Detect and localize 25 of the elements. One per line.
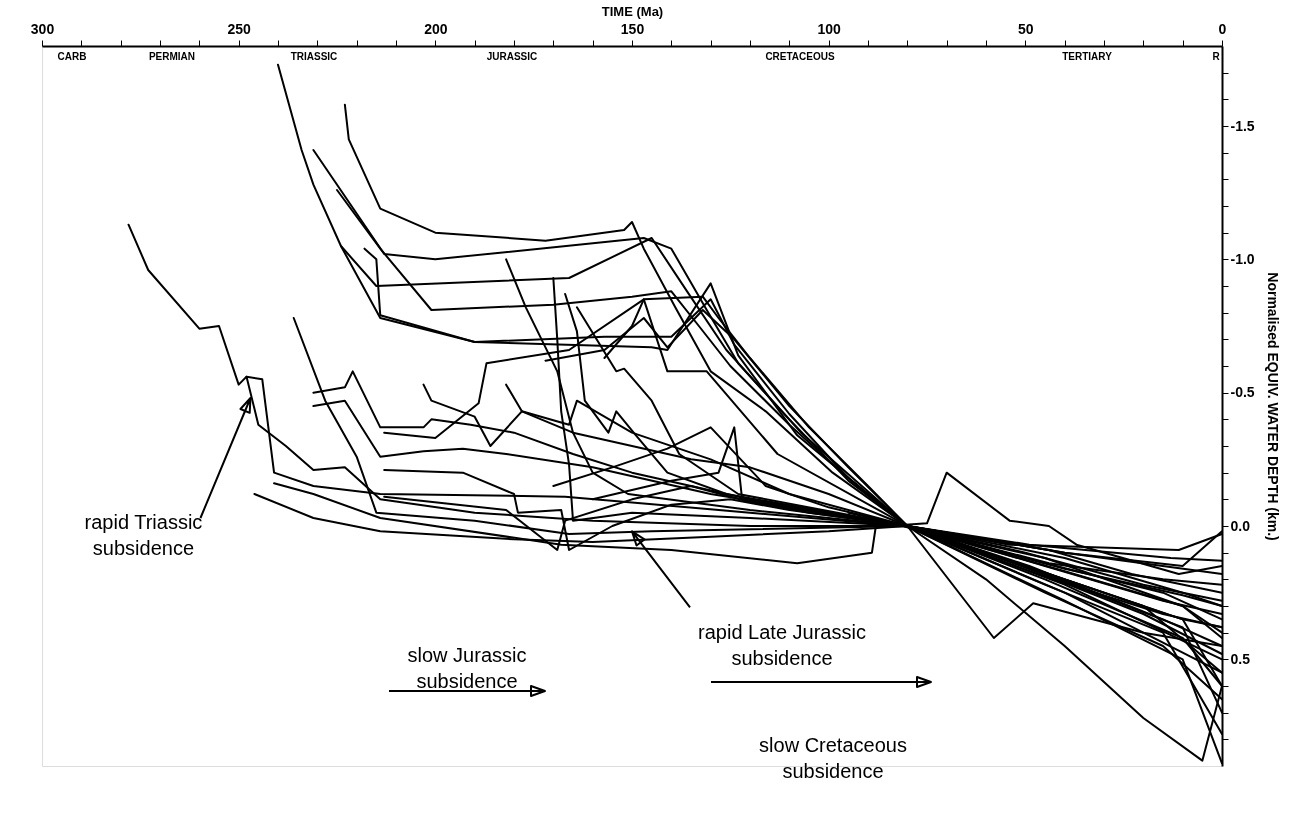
x-tick-label: 200 — [424, 20, 448, 37]
x-tick-label: 100 — [817, 20, 842, 37]
annotation: R — [1212, 51, 1221, 62]
annotation: CARB — [57, 51, 87, 62]
x-axis-title: TIME (Ma) — [601, 3, 664, 19]
annotation: slow Cretaceous subsidence — [759, 734, 907, 782]
x-tick-label: 0 — [1218, 20, 1227, 37]
annotation: slow Jurassic subsidence — [407, 644, 527, 692]
x-tick-label: 250 — [227, 20, 252, 37]
x-tick-label: 150 — [620, 20, 645, 37]
annotation: rapid Late Jurassic subsidence — [698, 621, 866, 670]
x-tick-label: 300 — [30, 20, 55, 37]
y-tick-label: -1.0 — [1230, 250, 1255, 267]
annotation: TRIASSIC — [290, 51, 338, 62]
annotation: rapid Triassic subsidence — [84, 511, 203, 559]
annotation: CRETACEOUS — [765, 51, 835, 62]
y-tick-label: -1.5 — [1230, 117, 1255, 134]
y-tick-label: 0.5 — [1230, 650, 1251, 667]
y-tick-label: -0.5 — [1230, 384, 1255, 401]
annotation: TERTIARY — [1062, 51, 1113, 62]
y-tick-label: 0.0 — [1230, 517, 1251, 534]
annotation: JURASSIC — [486, 51, 538, 62]
annotation: PERMIAN — [148, 51, 196, 62]
y-axis-title: Normalised EQUIV. WATER DEPTH (km.) — [1264, 272, 1281, 541]
x-tick-label: 50 — [1018, 20, 1034, 37]
